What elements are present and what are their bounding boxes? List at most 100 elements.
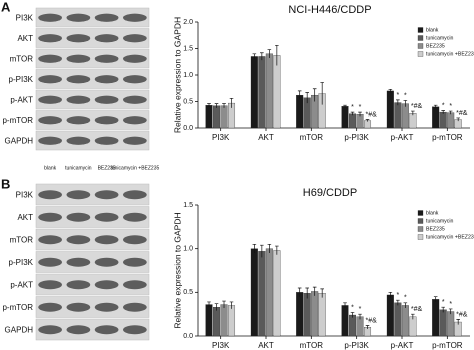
blot-row-label: GAPDH (5, 136, 34, 145)
blot-strip (35, 110, 150, 130)
error-bar (441, 110, 445, 114)
legend-swatch (417, 218, 424, 224)
x-tick-label: AKT (258, 341, 274, 350)
blot-column-label: tunicamycin +BEZ235 (110, 165, 159, 171)
blot-strip (35, 228, 150, 251)
blot-strip (35, 7, 150, 28)
bar (341, 106, 349, 129)
blot-band (38, 116, 62, 125)
x-tick-label: p-mTOR (432, 341, 463, 350)
blot-strip (35, 28, 150, 48)
bar (364, 120, 372, 129)
blot-band (66, 54, 91, 63)
blot-band (94, 257, 119, 267)
bar (273, 55, 281, 129)
blot-column-label: tunicamycin (65, 165, 92, 171)
blot-band (94, 136, 119, 145)
blot-column-label: blank (44, 165, 56, 171)
bar (213, 105, 221, 129)
bar (265, 248, 273, 337)
error-bar (388, 88, 393, 93)
bar (439, 111, 447, 129)
blot-band (94, 75, 119, 84)
blot-row-label: AKT (17, 213, 33, 222)
legend-label: blank (426, 27, 439, 33)
significance-marker: *#& (411, 306, 423, 313)
blot-band (123, 13, 147, 22)
bar (341, 305, 349, 337)
significance-marker: * (359, 104, 362, 111)
blot-band (66, 95, 91, 104)
bar (394, 102, 402, 129)
error-bar (365, 325, 370, 330)
x-tick-label: mTOR (300, 133, 324, 142)
legend-swatch (417, 51, 424, 57)
x-tick-label: PI3K (212, 133, 230, 142)
error-bar (365, 119, 370, 122)
blot-row-label: p-PI3K (9, 75, 34, 84)
significance-marker: * (442, 102, 445, 109)
error-bar (275, 245, 279, 255)
bar (356, 316, 364, 337)
significance-marker: * (449, 301, 452, 308)
significance-marker: *#& (456, 110, 468, 117)
significance-marker: *#& (366, 317, 378, 324)
error-bar (267, 49, 272, 59)
bar (303, 293, 311, 337)
blot-band (123, 302, 147, 312)
blot-band (38, 95, 62, 104)
bar (432, 106, 440, 129)
blot-band (66, 212, 91, 222)
legend-label: tunicamycin +BEZ235 (426, 51, 474, 57)
error-bar (448, 308, 453, 315)
blot-band (94, 235, 119, 245)
blot-band (38, 302, 62, 312)
bar (401, 305, 409, 337)
error-bar (207, 301, 211, 308)
bar (250, 56, 258, 129)
error-bar (320, 82, 324, 105)
error-bar (312, 88, 317, 102)
error-bar (305, 287, 309, 299)
blot-band (94, 116, 119, 125)
error-bar (252, 243, 257, 254)
bar (250, 248, 258, 337)
blot-strip (35, 206, 150, 228)
blot-band (94, 54, 119, 63)
bar (447, 112, 455, 129)
bar (349, 113, 357, 129)
blot-band (94, 13, 119, 22)
chart-title: NCI-H446/CDDP (288, 4, 371, 16)
blot-row-label: mTOR (10, 235, 34, 244)
y-tick-label: 2.0 (183, 19, 193, 26)
error-bar (343, 302, 347, 309)
blot-band (94, 95, 119, 104)
blot-band (38, 280, 62, 290)
x-tick-label: p-AKT (391, 133, 414, 142)
blot-band (38, 212, 62, 222)
blot-band (38, 34, 62, 43)
blot-band (66, 116, 91, 125)
error-bar (229, 301, 234, 309)
blot-row-label: p-mTOR (2, 303, 33, 312)
bar (205, 304, 213, 337)
x-tick-label: p-AKT (391, 341, 414, 350)
blot-band (123, 116, 147, 125)
blot-band (123, 34, 147, 43)
error-bar (260, 244, 264, 258)
bar (432, 299, 440, 337)
blot-band (66, 75, 91, 84)
error-bar (229, 97, 234, 108)
error-bar (214, 103, 219, 108)
y-tick-label: 0.0 (183, 125, 193, 132)
blot-row-label: GAPDH (5, 325, 34, 334)
bar (220, 105, 228, 129)
blot-strip (35, 318, 150, 341)
error-bar (312, 286, 317, 296)
blot-band (38, 13, 62, 22)
legend-swatch (417, 234, 424, 240)
legend-label: BEZ235 (426, 226, 445, 232)
blot-band (38, 257, 62, 267)
blot-row-label: p-AKT (10, 95, 33, 104)
